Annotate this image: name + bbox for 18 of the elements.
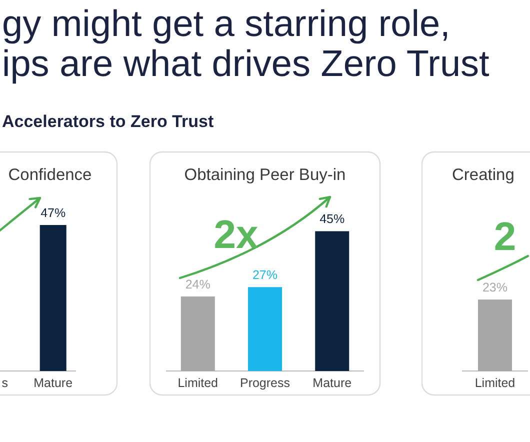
data-label: 24% xyxy=(185,277,210,292)
text: gy might get a starring role, ips are what drives Zero Trust xyxy=(2,3,490,84)
x-tick-label: Limited xyxy=(178,376,218,390)
data-label: 27% xyxy=(252,268,278,282)
chart-title: Creating xyxy=(452,166,514,184)
x-tick-label: s xyxy=(2,376,8,390)
annotation: 2x xyxy=(214,213,258,257)
data-label: 23% xyxy=(482,280,508,295)
chart-title: Confidence xyxy=(8,166,92,184)
x-tick-label: Mature xyxy=(312,376,352,390)
data-label: 45% xyxy=(320,212,345,226)
x-tick-label: Limited xyxy=(474,376,516,390)
text: Accelerators to Zero Trust xyxy=(2,112,214,131)
data-label: 47% xyxy=(40,206,66,220)
chart-title: Obtaining Peer Buy-in xyxy=(184,166,346,184)
text: 2 xyxy=(494,215,516,259)
x-tick-label: Mature xyxy=(34,376,73,390)
x-tick-label: Progress xyxy=(240,376,290,390)
